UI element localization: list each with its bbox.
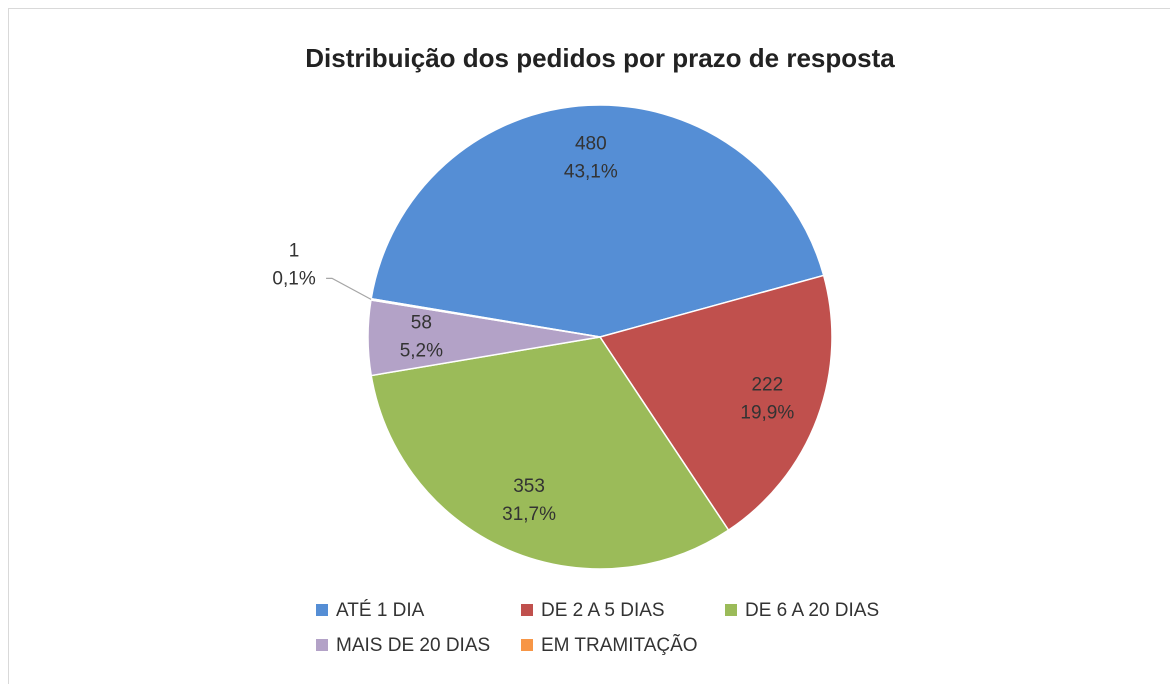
data-label: 58	[411, 313, 432, 334]
data-label: 222	[751, 375, 783, 396]
data-label: 43,1%	[564, 162, 618, 183]
legend-swatch	[316, 604, 328, 616]
leader-line	[326, 277, 372, 300]
legend-label: DE 6 A 20 DIAS	[745, 600, 879, 621]
legend-label: ATÉ 1 DIA	[336, 600, 425, 621]
data-label: 1	[289, 240, 300, 261]
pie-slice	[598, 274, 833, 532]
data-label: 0,1%	[272, 268, 315, 289]
legend-swatch	[521, 639, 533, 651]
legend-label: MAIS DE 20 DIAS	[336, 635, 490, 656]
legend-swatch	[316, 639, 328, 651]
data-label: 5,2%	[400, 341, 443, 362]
legend-label: DE 2 A 5 DIAS	[541, 600, 665, 621]
pie-slice	[370, 336, 730, 570]
legend-label: EM TRAMITAÇÃO	[541, 634, 698, 656]
data-label: 480	[575, 134, 607, 155]
legend-swatch	[725, 604, 737, 616]
chart-title: Distribuição dos pedidos por prazo de re…	[305, 43, 895, 73]
legend-swatch	[521, 604, 533, 616]
data-label: 19,9%	[740, 403, 794, 424]
pie-slice	[370, 104, 825, 338]
data-label: 353	[513, 476, 545, 497]
data-label: 31,7%	[502, 504, 556, 525]
